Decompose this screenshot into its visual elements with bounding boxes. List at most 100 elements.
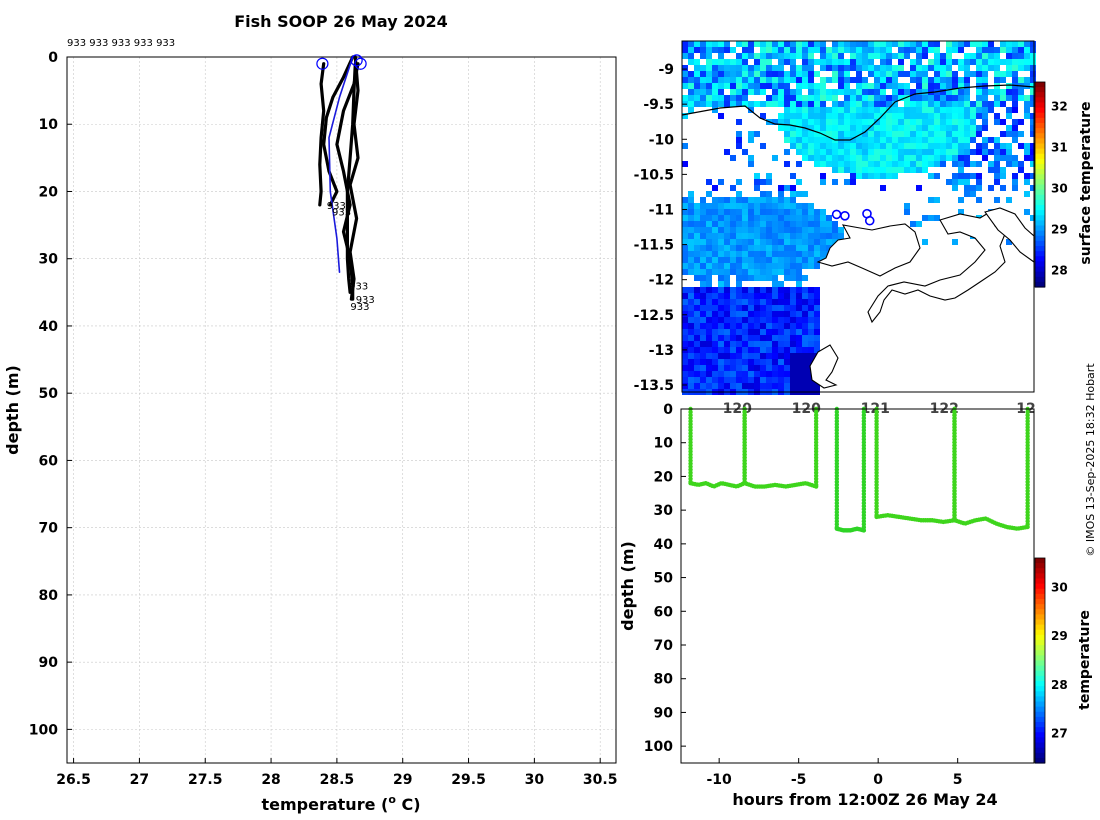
sst-cell [712,185,718,191]
sst-cell [976,161,982,167]
sst-cell [778,305,784,311]
sst-cell [1024,113,1030,119]
sst-cell [784,107,790,113]
depth-point [834,491,840,497]
map-ytick-label: -13.5 [634,378,674,394]
left-ytick-label: 40 [39,319,59,335]
sst-cell [1006,41,1012,47]
sst-cell [916,161,922,167]
dt-ytick-label: 40 [654,537,674,553]
sst-cell [826,221,832,227]
depth-point [1025,467,1030,472]
sst-cell [1018,41,1024,47]
sst-cell [772,89,778,95]
sst-cell [934,119,940,125]
sst-cell [790,47,796,53]
sst-cell [1012,77,1018,83]
sst-cell [694,59,700,65]
depth-point [861,412,867,418]
depth-point [861,491,867,497]
profile-end-label: 933 [350,302,369,313]
sst-cell [730,101,736,107]
sst-cell [1012,95,1018,101]
sst-cell [682,263,688,269]
depth-point [874,431,879,436]
sst-cell [958,107,964,113]
sst-cell [730,203,736,209]
sst-cell [766,329,772,335]
sst-cell [910,137,916,143]
sst-cell [736,287,742,293]
sst-cell [742,251,748,257]
sst-cell [784,215,790,221]
sst-cell [808,317,814,323]
depth-point [688,455,693,460]
sst-cell [712,377,718,383]
depth-point [861,497,867,503]
left-x-axis-label-superscript: o [388,793,396,806]
sst-cell [880,173,886,179]
sst-cell [976,197,982,203]
colorbar-tick-label: 31 [1051,141,1068,155]
sst-cell [718,275,724,281]
sst-cell [742,311,748,317]
depth-point [813,434,819,439]
sst-cell [688,107,694,113]
sst-cell [880,107,886,113]
sst-cell [946,125,952,131]
chart-title: Fish SOOP 26 May 2024 [234,12,448,31]
sst-cell [754,179,760,185]
sst-cell [778,269,784,275]
colorbar-step [1035,752,1045,759]
depth-point [861,506,867,512]
sst-cell [916,107,922,113]
depth-point [952,497,957,503]
sst-cell [982,95,988,101]
sst-cell [964,41,970,47]
sst-cell [820,251,826,257]
depth-point [952,455,957,460]
sst-cell [730,215,736,221]
sst-cell [748,137,754,143]
sst-cell [724,83,730,89]
sst-cell [724,257,730,263]
sst-cell [952,89,958,95]
sst-cell [742,371,748,377]
sst-cell [784,233,790,239]
sst-cell [694,89,700,95]
sst-cell [952,83,958,89]
sst-cell [916,113,922,119]
depth-point [874,455,879,460]
sst-cell [826,245,832,251]
sst-cell [922,95,928,101]
depth-point [952,464,957,469]
sst-cell [874,83,880,89]
depth-point [688,431,693,436]
sst-cell [1024,173,1030,179]
depth-point [834,425,840,430]
sst-cell [766,203,772,209]
depth-point [952,494,957,500]
sst-cell [1030,101,1036,107]
sst-cell [736,65,742,71]
sst-cell [718,281,724,287]
depth-point [952,503,957,509]
sst-cell [838,77,844,83]
sst-cell [760,41,766,47]
sst-cell [850,113,856,119]
sst-cell [892,65,898,71]
sst-cell [706,341,712,347]
sst-cell [694,317,700,323]
sst-cell [1030,215,1036,221]
sst-cell [760,59,766,65]
depth-time-x-ticks: -10 -5 0 5 [707,758,963,788]
colorbar-step [1035,215,1045,221]
sst-cell [688,203,694,209]
colorbar-step [1035,624,1045,631]
sst-cell [754,221,760,227]
sst-cell [952,119,958,125]
sst-cell [988,53,994,59]
sst-cell [766,275,772,281]
